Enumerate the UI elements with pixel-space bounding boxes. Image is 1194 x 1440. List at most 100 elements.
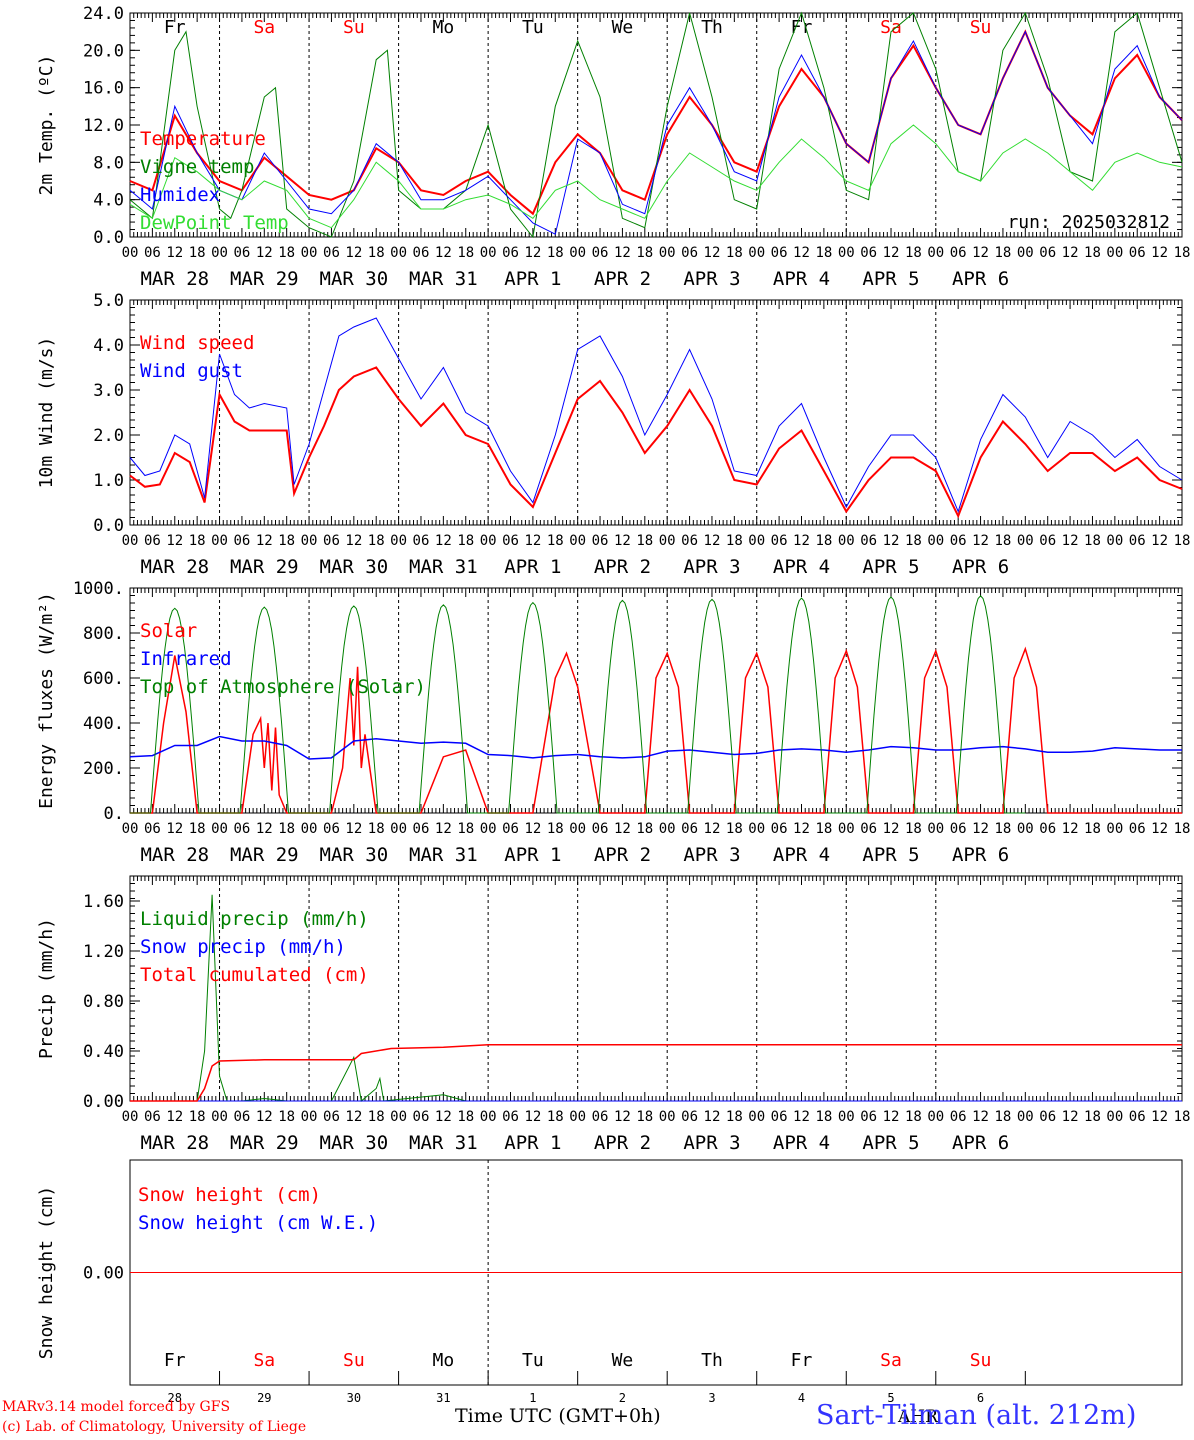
x-hour-label: 00: [838, 245, 855, 261]
x-hour-label: 00: [301, 821, 318, 837]
x-hour-label: 12: [972, 533, 989, 549]
weekday-label: Tu: [522, 17, 544, 38]
x-date-label: APR 6: [952, 556, 1009, 578]
x-date-label: MAR 28: [140, 556, 209, 578]
weekday-label: Su: [970, 17, 992, 38]
x-date-label: APR 1: [504, 556, 561, 578]
x-hour-label: 12: [256, 1109, 273, 1125]
x-hour-label: 18: [726, 821, 743, 837]
x-hour-label: 18: [278, 245, 295, 261]
x-hour-label: 12: [256, 821, 273, 837]
x-hour-label: 06: [592, 533, 609, 549]
plot-frame: [129, 587, 1183, 814]
legend-entry: Vigne temp: [140, 156, 254, 178]
x-hour-label: 18: [815, 1109, 832, 1125]
x-hour-label: 00: [211, 245, 228, 261]
x-date-label: MAR 29: [230, 1132, 299, 1154]
x-hour-label: 18: [636, 1109, 653, 1125]
x-hour-label: 12: [524, 1109, 541, 1125]
x-hour-label: 12: [524, 533, 541, 549]
x-hour-label: 12: [883, 1109, 900, 1125]
x-hour-label: 12: [435, 821, 452, 837]
x-hour-label: 06: [681, 245, 698, 261]
x-hour-label: 00: [659, 1109, 676, 1125]
x-hour-label: 12: [704, 245, 721, 261]
x-hour-label: 00: [838, 821, 855, 837]
y-tick-label: 1.0: [93, 471, 124, 491]
x-hour-label: 06: [950, 821, 967, 837]
x-date-label: MAR 31: [409, 268, 478, 290]
x-hour-label: 00: [1017, 533, 1034, 549]
x-hour-label: 06: [771, 1109, 788, 1125]
x-hour-label: 12: [256, 533, 273, 549]
weekday-label: Th: [701, 17, 723, 38]
x-hour-label: 00: [1106, 533, 1123, 549]
x-date-label: APR 3: [683, 844, 740, 866]
x-hour-label: 06: [1039, 1109, 1056, 1125]
x-hour-label: 06: [1129, 1109, 1146, 1125]
x-hour-label: 06: [681, 1109, 698, 1125]
x-daynum-label: 5: [887, 1391, 894, 1405]
x-hour-label: 06: [592, 1109, 609, 1125]
x-hour-label: 12: [166, 245, 183, 261]
x-hour-label: 00: [659, 245, 676, 261]
x-hour-label: 18: [1084, 245, 1101, 261]
x-date-label: APR 5: [862, 556, 919, 578]
x-hour-label: 12: [793, 533, 810, 549]
x-hour-label: 18: [726, 1109, 743, 1125]
x-hour-label: 18: [995, 245, 1012, 261]
x-hour-label: 12: [793, 1109, 810, 1125]
x-hour-label: 06: [413, 1109, 430, 1125]
x-hour-label: 18: [905, 245, 922, 261]
y-tick-label: 4.0: [93, 336, 124, 356]
series-line-top-of-atmosphere-solar-: [130, 595, 1026, 814]
x-weekday-label: We: [612, 1350, 634, 1371]
x-hour-label: 06: [1039, 533, 1056, 549]
x-hour-label: 12: [345, 1109, 362, 1125]
x-hour-label: 18: [457, 821, 474, 837]
x-hour-label: 12: [614, 1109, 631, 1125]
x-hour-label: 18: [189, 821, 206, 837]
x-hour-label: 00: [301, 245, 318, 261]
x-hour-label: 00: [748, 245, 765, 261]
x-date-label: MAR 29: [230, 268, 299, 290]
x-date-label: MAR 30: [320, 844, 389, 866]
y-tick-label: 16.0: [83, 79, 124, 99]
x-hour-label: 06: [1129, 821, 1146, 837]
x-date-label: APR 2: [594, 268, 651, 290]
y-axis-title: 10m Wind (m/s): [36, 337, 57, 489]
x-hour-label: 00: [301, 533, 318, 549]
x-hour-label: 00: [569, 821, 586, 837]
x-hour-label: 18: [457, 245, 474, 261]
x-date-label: APR 5: [862, 268, 919, 290]
y-tick-label: 1000.: [73, 579, 124, 599]
x-hour-label: 18: [368, 1109, 385, 1125]
x-hour-label: 00: [211, 1109, 228, 1125]
x-hour-label: 12: [883, 245, 900, 261]
x-weekday-label: Fr: [791, 1350, 813, 1371]
y-tick-label: 800.: [83, 624, 124, 644]
x-date-label: MAR 29: [230, 844, 299, 866]
x-hour-label: 00: [211, 821, 228, 837]
x-hour-label: 12: [435, 245, 452, 261]
x-hour-label: 00: [659, 821, 676, 837]
x-date-label: APR 6: [952, 1132, 1009, 1154]
y-tick-label: 20.0: [83, 41, 124, 61]
x-hour-label: 18: [547, 821, 564, 837]
x-hour-label: 18: [995, 821, 1012, 837]
x-hour-label: 06: [144, 245, 161, 261]
x-hour-label: 00: [480, 1109, 497, 1125]
x-hour-label: 18: [457, 1109, 474, 1125]
x-hour-label: 06: [1129, 533, 1146, 549]
x-date-label: MAR 28: [140, 268, 209, 290]
model-credit: MARv3.14 model forced by GFS: [2, 1399, 231, 1415]
y-tick-label: 400.: [83, 714, 124, 734]
x-hour-label: 00: [122, 1109, 139, 1125]
x-hour-label: 12: [1151, 533, 1168, 549]
x-hour-label: 12: [1151, 821, 1168, 837]
lab-credit: (c) Lab. of Climatology, University of L…: [2, 1419, 307, 1435]
x-hour-label: 12: [1151, 245, 1168, 261]
series-line-temperature: [129, 29, 1183, 216]
x-hour-label: 06: [323, 1109, 340, 1125]
